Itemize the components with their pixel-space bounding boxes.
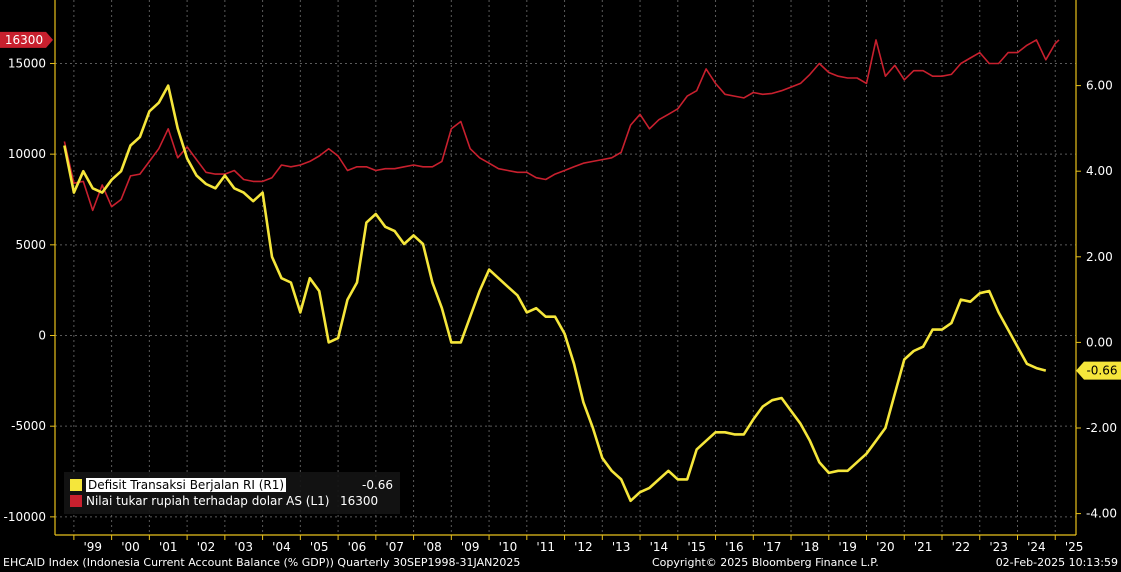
legend-label-cad: Defisit Transaksi Berjalan RI (R1) [86,478,287,492]
footer-copyright: Copyright© 2025 Bloomberg Finance L.P. [652,556,879,569]
x-tick-label: '18 [801,540,820,554]
axes [50,0,1081,540]
legend-label-fx: Nilai tukar rupiah terhadap dolar AS (L1… [86,494,330,508]
x-tick-label: '23 [989,540,1008,554]
x-tick-label: '20 [876,540,895,554]
series-layer [63,39,1060,503]
x-tick-label: '08 [423,540,442,554]
right-tick-label: -4.00 [1086,507,1117,521]
legend-value-fx: 16300 [340,494,379,508]
x-tick-label: '15 [687,540,706,554]
left-tick-label: 10000 [8,147,46,161]
x-tick-label: '21 [914,540,933,554]
footer-index-description: EHCAID Index (Indonesia Current Account … [3,556,521,569]
x-tick-label: '07 [385,540,404,554]
legend-value-cad: -0.66 [362,478,394,492]
x-tick-label: '16 [725,540,744,554]
right-tick-label: 4.00 [1086,164,1113,178]
x-tick-label: '13 [612,540,631,554]
right-tick-label: 6.00 [1086,79,1113,93]
legend-item-cad: Defisit Transaksi Berjalan RI (R1) [70,477,287,493]
left-tick-label: 0 [38,329,46,343]
x-tick-label: '19 [838,540,857,554]
x-tick-label: '24 [1027,540,1046,554]
left-tick-label: 5000 [15,238,46,252]
left-tick-label: -10000 [3,510,46,524]
series-line-current-account [63,84,1047,503]
x-tick-label: '14 [650,540,669,554]
right-tick-label: 2.00 [1086,250,1113,264]
x-tick-label: '06 [348,540,367,554]
x-tick-label: '99 [83,540,102,554]
x-tick-label: '09 [461,540,480,554]
x-tick-label: '17 [763,540,782,554]
x-tick-label: '00 [121,540,140,554]
legend-item-fx: Nilai tukar rupiah terhadap dolar AS (L1… [70,493,329,509]
right-tick-label: -2.00 [1086,421,1117,435]
right-last-value-label: -0.66 [1086,364,1117,378]
left-tick-label: 15000 [8,56,46,70]
x-tick-label: '01 [159,540,178,554]
x-tick-label: '22 [952,540,971,554]
x-tick-label: '05 [310,540,329,554]
right-last-value-marker [1076,361,1121,380]
x-tick-label: '11 [536,540,555,554]
x-tick-label: '12 [574,540,593,554]
footer-timestamp: 02-Feb-2025 10:13:59 [995,556,1118,569]
x-tick-label: '10 [499,540,518,554]
grid-lines [55,0,1076,535]
legend: Defisit Transaksi Berjalan RI (R1) -0.66… [64,472,400,514]
legend-swatch-fx [70,495,82,507]
left-tick-label: -5000 [11,419,46,433]
x-tick-label: '03 [234,540,253,554]
x-tick-label: '25 [1065,540,1084,554]
left-last-value-label: 16300 [5,33,43,47]
last-value-markers: 16300 -0.66 [0,31,1121,380]
x-tick-label: '02 [197,540,216,554]
tick-labels: '99 '00 '01 '02 '03 '04 '05 '06 '07 '08 '09 '10 '11 '… [3,56,1117,554]
series-line-exchange-rate [63,39,1060,212]
right-tick-label: 0.00 [1086,335,1113,349]
left-last-value-marker [0,31,53,48]
legend-swatch-cad [70,479,82,491]
x-tick-label: '04 [272,540,291,554]
